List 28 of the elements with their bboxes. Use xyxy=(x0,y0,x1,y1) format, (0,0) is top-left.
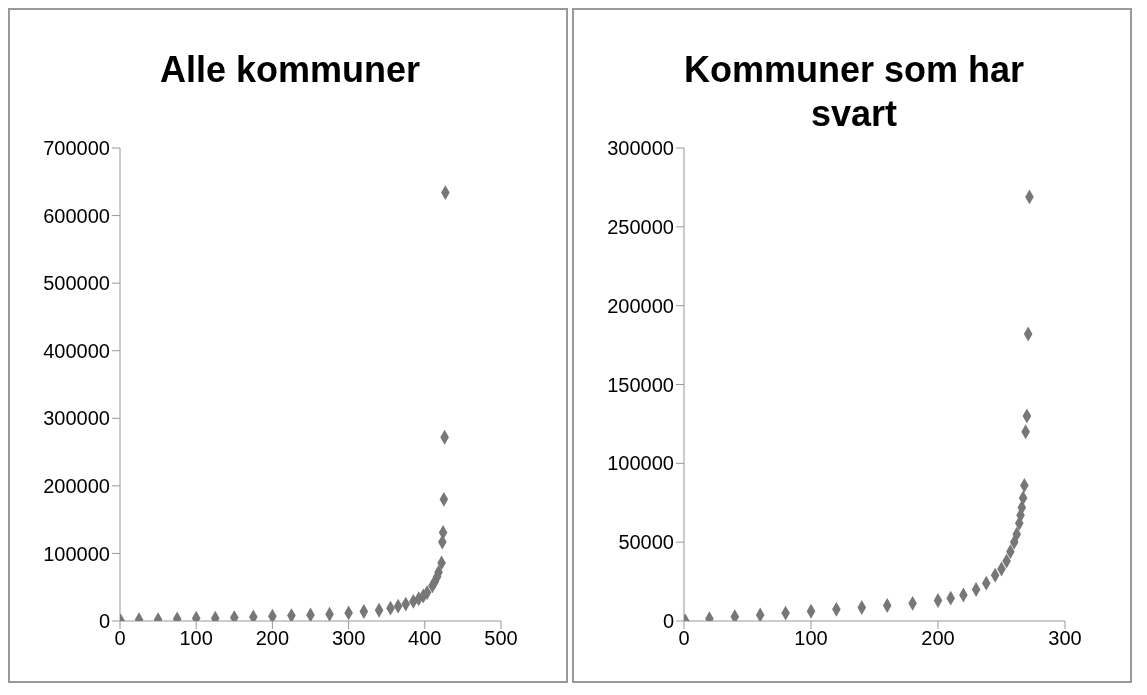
y-tick-label: 0 xyxy=(98,610,110,633)
y-tick-label: 300000 xyxy=(43,407,110,430)
y-tick-label: 400000 xyxy=(43,339,110,362)
x-tick-label: 300 xyxy=(1048,627,1082,650)
y-tick-label: 50000 xyxy=(618,531,674,554)
chart-title: Alle kommuner xyxy=(158,48,422,92)
x-tick-label: 400 xyxy=(408,627,442,650)
x-tick-label: 300 xyxy=(331,627,366,650)
x-tick-label: 200 xyxy=(255,627,290,650)
x-tick-label: 500 xyxy=(484,627,518,650)
point xyxy=(755,607,765,621)
y-tick-label: 0 xyxy=(662,610,674,633)
y-tick-label: 100000 xyxy=(43,542,110,565)
y-tick-label: 700000 xyxy=(43,137,110,160)
y-tick-label: 200000 xyxy=(43,474,110,497)
x-tick-label: 200 xyxy=(921,627,955,650)
y-tick-label: 300000 xyxy=(607,137,674,160)
y-tick-label: 250000 xyxy=(607,215,674,238)
y-tick-label: 600000 xyxy=(43,204,110,227)
chart-title: Kommuner som har svart xyxy=(682,48,1026,136)
x-tick-label: 0 xyxy=(114,627,126,650)
x-tick-label: 100 xyxy=(179,627,213,650)
y-tick-label: 150000 xyxy=(607,373,674,396)
y-tick-label: 500000 xyxy=(43,272,110,295)
x-tick-label: 100 xyxy=(794,627,828,650)
y-tick-label: 200000 xyxy=(607,294,674,317)
x-tick-label: 0 xyxy=(678,627,690,650)
y-tick-label: 100000 xyxy=(607,452,674,475)
